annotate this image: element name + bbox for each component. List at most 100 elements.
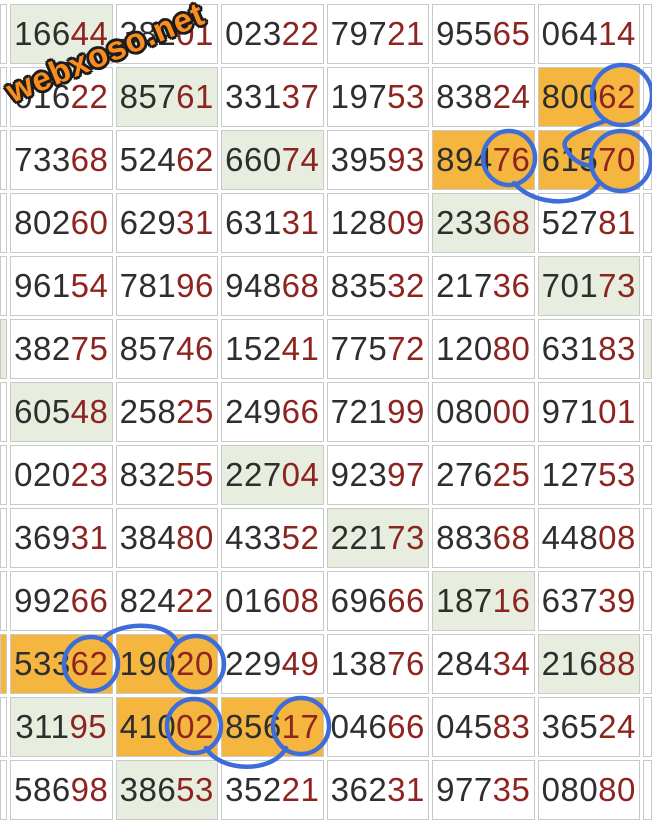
number-head-digits: 631 — [541, 330, 599, 367]
number-tail-digits: 17 — [281, 708, 320, 745]
number-tail-digits: 35 — [492, 771, 531, 808]
number-head-digits: 217 — [436, 267, 493, 304]
edge-cell-right — [643, 445, 652, 505]
number-cell: 023 22 — [221, 4, 324, 64]
number-head-digits: 629 — [119, 204, 177, 241]
number-head-digits: 362 — [330, 771, 388, 808]
number-tail-digits: 01 — [176, 15, 214, 52]
number-cell: 352 21 — [221, 760, 324, 820]
number-tail-digits: 53 — [598, 456, 636, 493]
edge-cell-left — [0, 4, 7, 64]
number-head-digits: 775 — [330, 330, 388, 367]
number-cell: 856 17 — [221, 697, 324, 757]
edge-cell-left — [0, 634, 7, 694]
number-tail-digits: 68 — [281, 267, 320, 304]
number-head-digits: 800 — [541, 78, 599, 115]
number-tail-digits: 83 — [492, 708, 531, 745]
edge-cell-left — [0, 571, 7, 631]
number-head-digits: 190 — [119, 645, 177, 682]
number-tail-digits: 83 — [598, 330, 636, 367]
number-head-digits: 020 — [14, 456, 71, 493]
number-cell: 128 09 — [326, 193, 429, 253]
edge-cell-right — [643, 130, 652, 190]
number-head-digits: 527 — [541, 204, 599, 241]
edge-cell-right — [643, 571, 652, 631]
number-cell: 016 08 — [221, 571, 324, 631]
edge-cell-left — [0, 697, 7, 757]
number-head-digits: 961 — [14, 267, 71, 304]
number-cell: 605 48 — [10, 382, 113, 442]
number-cell: 152 41 — [221, 319, 324, 379]
number-tail-digits: 62 — [598, 78, 636, 115]
number-tail-digits: 76 — [387, 645, 425, 682]
number-cell: 365 24 — [537, 697, 640, 757]
number-tail-digits: 96 — [176, 267, 214, 304]
number-tail-digits: 24 — [598, 708, 636, 745]
number-tail-digits: 31 — [70, 519, 109, 556]
number-tail-digits: 61 — [176, 78, 214, 115]
number-head-digits: 832 — [119, 456, 177, 493]
number-tail-digits: 97 — [387, 456, 425, 493]
number-head-digits: 258 — [119, 393, 177, 430]
number-head-digits: 233 — [436, 204, 493, 241]
number-head-digits: 064 — [541, 15, 599, 52]
number-cell: 410 02 — [115, 697, 218, 757]
number-head-digits: 857 — [119, 330, 177, 367]
number-cell: 894 76 — [432, 130, 535, 190]
number-cell: 701 73 — [537, 256, 640, 316]
number-tail-digits: 09 — [387, 204, 425, 241]
number-cell: 961 54 — [10, 256, 113, 316]
number-head-digits: 311 — [15, 708, 70, 745]
number-tail-digits: 25 — [492, 456, 531, 493]
number-tail-digits: 21 — [281, 771, 320, 808]
number-tail-digits: 74 — [281, 141, 320, 178]
number-tail-digits: 66 — [281, 393, 320, 430]
number-head-digits: 524 — [119, 141, 177, 178]
number-head-digits: 023 — [225, 15, 282, 52]
number-cell: 721 99 — [326, 382, 429, 442]
number-head-digits: 016 — [14, 78, 71, 115]
edge-cell-left — [0, 382, 7, 442]
number-tail-digits: 16 — [492, 582, 531, 619]
number-cell: 331 37 — [221, 67, 324, 127]
number-tail-digits: 66 — [387, 582, 425, 619]
number-tail-digits: 31 — [176, 204, 214, 241]
number-head-digits: 977 — [436, 771, 493, 808]
number-cell: 386 53 — [115, 760, 218, 820]
number-tail-digits: 70 — [598, 141, 636, 178]
number-cell: 311 95 — [10, 697, 113, 757]
number-tail-digits: 37 — [281, 78, 320, 115]
number-cell: 369 31 — [10, 508, 113, 568]
number-cell: 276 25 — [432, 445, 535, 505]
number-tail-digits: 73 — [387, 519, 425, 556]
number-head-digits: 971 — [541, 393, 599, 430]
edge-cell-left — [0, 445, 7, 505]
number-head-digits: 227 — [225, 456, 282, 493]
number-head-digits: 605 — [14, 393, 71, 430]
number-tail-digits: 80 — [176, 519, 214, 556]
number-head-digits: 127 — [541, 456, 599, 493]
edge-cell-right — [643, 634, 652, 694]
number-cell: 971 01 — [537, 382, 640, 442]
number-cell: 631 83 — [537, 319, 640, 379]
number-head-digits: 276 — [436, 456, 493, 493]
number-cell: 233 68 — [432, 193, 535, 253]
number-head-digits: 382 — [119, 15, 177, 52]
number-cell: 802 60 — [10, 193, 113, 253]
number-cell: 524 62 — [115, 130, 218, 190]
number-tail-digits: 41 — [281, 330, 320, 367]
edge-cell-left — [0, 760, 7, 820]
number-cell: 249 66 — [221, 382, 324, 442]
number-tail-digits: 80 — [492, 330, 531, 367]
number-cell: 629 31 — [115, 193, 218, 253]
number-head-digits: 586 — [14, 771, 71, 808]
number-tail-digits: 32 — [387, 267, 425, 304]
number-cell: 527 81 — [537, 193, 640, 253]
number-tail-digits: 72 — [387, 330, 425, 367]
number-tail-digits: 44 — [70, 15, 109, 52]
number-head-digits: 365 — [541, 708, 599, 745]
number-tail-digits: 20 — [176, 645, 214, 682]
number-cell: 835 32 — [326, 256, 429, 316]
number-cell: 857 46 — [115, 319, 218, 379]
number-head-digits: 797 — [330, 15, 388, 52]
